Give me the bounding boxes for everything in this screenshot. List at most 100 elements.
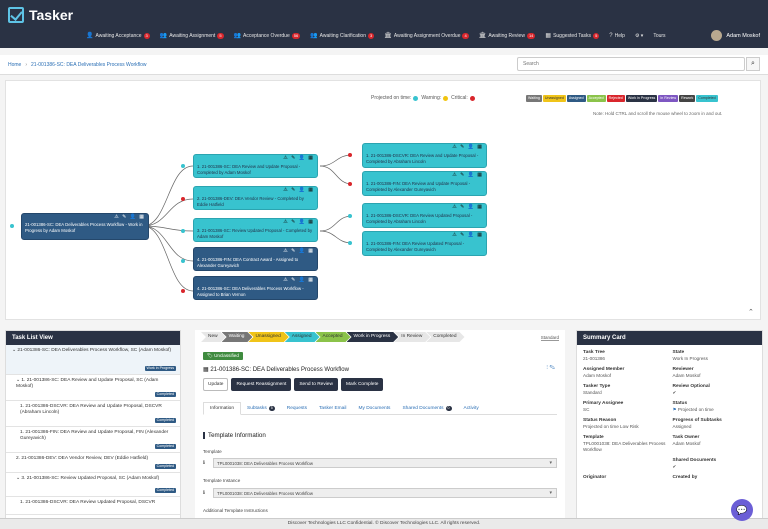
- workflow-canvas[interactable]: Projected on time: Warning: Critical: Wa…: [5, 80, 761, 320]
- breadcrumb-current[interactable]: 21-001386-SC: DEA Deliverables Process W…: [31, 62, 147, 68]
- workflow-node[interactable]: ⚠ ✎ 👤 ▦ 1. 21-001386-FIN: DEA Review Upd…: [362, 231, 487, 256]
- field-key: Task Tree: [583, 350, 605, 355]
- workflow-node[interactable]: ⚠ ✎ 👤 ▦ 4. 21-001386-SC: DEA Deliverable…: [193, 276, 318, 300]
- list-item-text: 1. 21-001386-DSCVR: DEA Review and Updat…: [20, 404, 162, 415]
- status-badge: Completed: [154, 464, 176, 469]
- tab-label: Information: [210, 406, 234, 411]
- list-item-text: 1. 21-001386-DSCVR: DEA Review Updated P…: [20, 500, 156, 505]
- workflow-node[interactable]: ⚠ ✎ 👤 ▦ 3. 21-001386-SC: Review Updated …: [193, 218, 318, 242]
- list-item-text: 3. 21-001386-SC: Review Updated Proposal…: [21, 476, 160, 481]
- node-action-icons[interactable]: ⚠ ✎ 👤 ▦: [283, 248, 314, 254]
- count-badge: 4: [462, 32, 469, 39]
- nav-awaiting-acceptance[interactable]: 👤 Awaiting Acceptance 3: [86, 32, 150, 39]
- legend-on-time-dot: [413, 95, 419, 101]
- settings-dropdown[interactable]: ⚙ ▾: [635, 33, 643, 39]
- summary-field: Task Tree 21-001386: [583, 350, 667, 362]
- tab-shared-documents[interactable]: Shared Documents 0: [396, 402, 457, 414]
- nav-awaiting-clarification[interactable]: 👥 Awaiting Clarification 3: [310, 32, 375, 39]
- nav-help[interactable]: ? Help: [609, 33, 625, 39]
- nav-label: Tours: [653, 32, 666, 39]
- chevron-down-icon[interactable]: ⌄: [16, 476, 22, 481]
- update-button[interactable]: Update: [203, 378, 229, 391]
- gear-icon: ⚙ ▾: [634, 32, 644, 39]
- collapse-chevron-icon[interactable]: ⌃: [748, 309, 754, 316]
- workflow-node[interactable]: ⚠ ✎ 👤 ▦ 2. 21-001386-DEV: DEA Vendor Rev…: [193, 186, 318, 210]
- nav-label: Awaiting Assignment: [169, 32, 216, 39]
- hierarchy-icon[interactable]: ⫶: [546, 365, 548, 371]
- tab-label: My Documents: [358, 405, 391, 411]
- chip-unassigned: Unassigned: [542, 95, 566, 102]
- node-action-icons[interactable]: ⚠ ✎ 👤 ▦: [283, 155, 314, 161]
- node-action-icons[interactable]: ⚠ ✎ 👤 ▦: [452, 232, 483, 238]
- info-icon: ℹ: [203, 490, 205, 496]
- node-status-dot: [348, 153, 352, 157]
- nav-suggested-tasks[interactable]: ▦ Suggested Tasks 5: [545, 32, 600, 39]
- node-action-icons[interactable]: ⚠ ✎ 👤 ▦: [283, 277, 314, 283]
- template-select[interactable]: ℹ TPL0001038: DEA Deliverables Process Wo…: [203, 458, 557, 468]
- list-item[interactable]: ⌄ 21-001386-SC: DEA Deliverables Process…: [6, 345, 180, 375]
- nav-label: Awaiting Clarification: [319, 32, 366, 39]
- chevron-down-icon[interactable]: ⌄: [12, 348, 18, 353]
- request-reassignment-button[interactable]: Request Reassignment: [231, 378, 292, 391]
- list-item[interactable]: 1. 21-001386-DSCVR: DEA Review and Updat…: [6, 401, 180, 427]
- workflow-node[interactable]: ⚠ ✎ 👤 ▦ 1. 21-001386-DSCVR: DEA Review a…: [362, 143, 487, 168]
- list-item[interactable]: 1. 21-001386-FIN: DEA Review and Update …: [6, 427, 180, 453]
- workflow-node[interactable]: ⚠ ✎ 👤 ▦ 1. 21-001386-FIN: DEA Review and…: [362, 171, 487, 196]
- summary-field: Review Optional ✔: [673, 384, 757, 396]
- workflow-node[interactable]: ⚠ ✎ 👤 ▦ 1. 21-001386-SC: DEA Review and …: [193, 154, 318, 178]
- node-action-icons[interactable]: ⚠ ✎ 👤 ▦: [452, 172, 483, 178]
- nav-acceptance-overdue[interactable]: 👥 Acceptance Overdue 56: [234, 32, 301, 39]
- node-action-icons[interactable]: ⚠ ✎ 👤 ▦: [283, 187, 314, 193]
- tab-information[interactable]: Information: [203, 402, 241, 415]
- field-key: Reviewer: [672, 367, 694, 372]
- field-value: 21-001386: [583, 356, 605, 361]
- breadcrumb-home[interactable]: Home: [8, 62, 22, 68]
- node-action-icons[interactable]: ⚠ ✎ 👤 ▦: [283, 219, 314, 225]
- nav-tours[interactable]: Tours: [653, 33, 665, 39]
- nav-awaiting-assignment-overdue[interactable]: 🏛 Awaiting Assignment Overdue 4: [384, 32, 469, 39]
- workflow-node[interactable]: ⚠ ✎ 👤 ▦ 4. 21-001386-FIN: DEA Contract A…: [193, 247, 318, 271]
- nav-label: Acceptance Overdue: [243, 32, 290, 39]
- tab-my-documents[interactable]: My Documents: [352, 402, 396, 414]
- node-status-dot: [181, 229, 185, 233]
- tab-subtasks[interactable]: Subtasks 5: [241, 402, 281, 414]
- action-buttons: Update Request Reassignment Send to Revi…: [203, 378, 386, 391]
- count-badge: 5: [593, 32, 600, 39]
- chat-bubble-button[interactable]: 💬: [731, 499, 753, 521]
- workflow-node[interactable]: ⚠ ✎ 👤 ▦ 1. 21-001386-DSCVR: DEA Review U…: [362, 203, 487, 228]
- template-instance-select[interactable]: ℹ TPL0001038: DEA Deliverables Process Wo…: [203, 488, 557, 498]
- nav-awaiting-review[interactable]: 🏛 Awaiting Review 14: [479, 32, 536, 39]
- count-badge: 14: [526, 32, 536, 39]
- chevron-down-icon[interactable]: ⌄: [16, 378, 22, 383]
- list-item[interactable]: 2. 21-001386-DEV: DEA Vendor Review, DEV…: [6, 453, 180, 473]
- mark-complete-button[interactable]: Mark Complete: [340, 378, 384, 391]
- node-action-icons[interactable]: ⚠ ✎ 👤 ▦: [114, 214, 145, 220]
- search-button[interactable]: ⌕: [746, 57, 760, 71]
- field-value: Adam Moskof: [583, 373, 612, 378]
- nav-label: Awaiting Acceptance: [95, 32, 142, 39]
- workflow-root-node[interactable]: ⚠ ✎ 👤 ▦ 21-001386-SC: DEA Deliverables P…: [21, 213, 149, 240]
- chip-completed: Completed: [696, 95, 718, 102]
- task-list-panel: Task List View ⌄ 21-001386-SC: DEA Deliv…: [5, 330, 181, 529]
- node-action-icons[interactable]: ⚠ ✎ 👤 ▦: [452, 204, 483, 210]
- user-menu[interactable]: Adam Moskof: [711, 30, 760, 41]
- list-item[interactable]: ⌄ 1. 21-001386-SC: DEA Review and Update…: [6, 375, 180, 401]
- tab-tasker-email[interactable]: Tasker Email: [313, 402, 352, 414]
- nav-awaiting-assignment[interactable]: 👥 Awaiting Assignment 5: [160, 32, 224, 39]
- list-item[interactable]: ⌄ 3. 21-001386-SC: Review Updated Propos…: [6, 473, 180, 497]
- checkbox-logo-icon: [8, 7, 24, 23]
- tab-requests[interactable]: Requests: [281, 402, 313, 414]
- tab-activity[interactable]: Activity: [458, 402, 485, 414]
- count-badge: 5: [217, 32, 224, 39]
- node-action-icons[interactable]: ⚠ ✎ 👤 ▦: [452, 144, 483, 150]
- send-to-review-button[interactable]: Send to Review: [294, 378, 338, 391]
- list-item[interactable]: 1. 21-001386-DSCVR: DEA Review Updated P…: [6, 497, 180, 515]
- search-input[interactable]: [517, 57, 745, 71]
- search-icon: ⌕: [751, 60, 755, 67]
- step-completed: Completed: [426, 332, 464, 342]
- chip-rework: Rework: [679, 95, 696, 102]
- template-instance-label: Template Instance: [203, 478, 241, 483]
- edit-icon[interactable]: ✎: [549, 365, 555, 371]
- app-logo[interactable]: Tasker: [8, 7, 73, 23]
- node-label: 1. 21-001386-SC: DEA Review and Update P…: [197, 164, 301, 175]
